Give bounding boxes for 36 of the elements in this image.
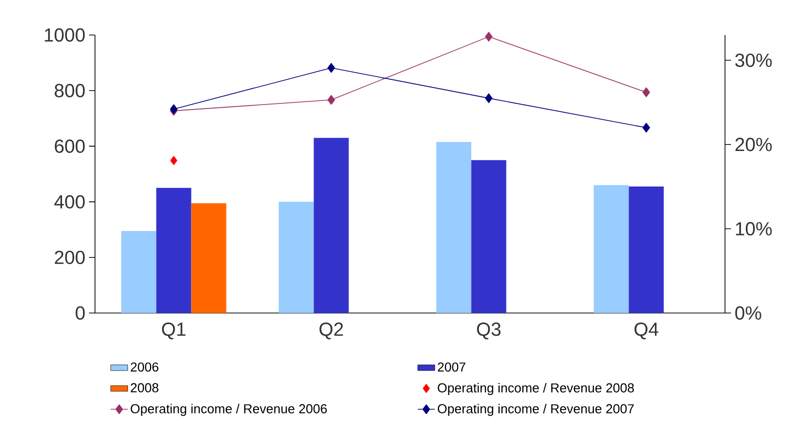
- bar: [628, 186, 664, 313]
- bar: [594, 185, 629, 313]
- x-tick-label: Q4: [634, 322, 658, 340]
- legend-label: Operating income / Revenue 2006: [130, 404, 327, 416]
- bar: [191, 203, 226, 313]
- bar: [314, 138, 349, 313]
- y2-tick-label: 0%: [735, 306, 762, 320]
- y-tick-label: 400: [54, 195, 85, 208]
- point: [484, 32, 493, 42]
- bar: [121, 230, 156, 313]
- bar: [278, 202, 314, 313]
- point: [642, 122, 650, 133]
- legend-label: Operating income / Revenue 2007: [438, 404, 634, 416]
- x-tick-label: Q2: [320, 322, 343, 340]
- x-tick-label: Q1: [162, 322, 186, 340]
- y-tick-label: 0: [76, 306, 85, 320]
- bar: [436, 142, 472, 313]
- legend-label: 2006: [130, 362, 158, 372]
- legend-label: 2007: [438, 362, 466, 372]
- legend-label: 2008: [130, 383, 158, 392]
- point: [484, 93, 493, 104]
- y2-tick-label: 10%: [736, 222, 772, 236]
- y-tick-label: 200: [54, 250, 85, 264]
- y2-tick-label: 20%: [735, 138, 772, 152]
- x-tick-label: Q3: [477, 322, 501, 340]
- point: [170, 156, 178, 166]
- y-tick-label: 600: [54, 139, 85, 153]
- point: [327, 62, 336, 73]
- y-tick-label: 800: [54, 84, 85, 98]
- bar: [471, 160, 506, 313]
- point: [327, 94, 336, 105]
- bar: [156, 188, 192, 313]
- y2-tick-label: 30%: [735, 54, 772, 67]
- point: [642, 87, 650, 98]
- y-tick-label: 1000: [44, 28, 85, 42]
- legend-label: Operating income / Revenue 2008: [438, 382, 634, 396]
